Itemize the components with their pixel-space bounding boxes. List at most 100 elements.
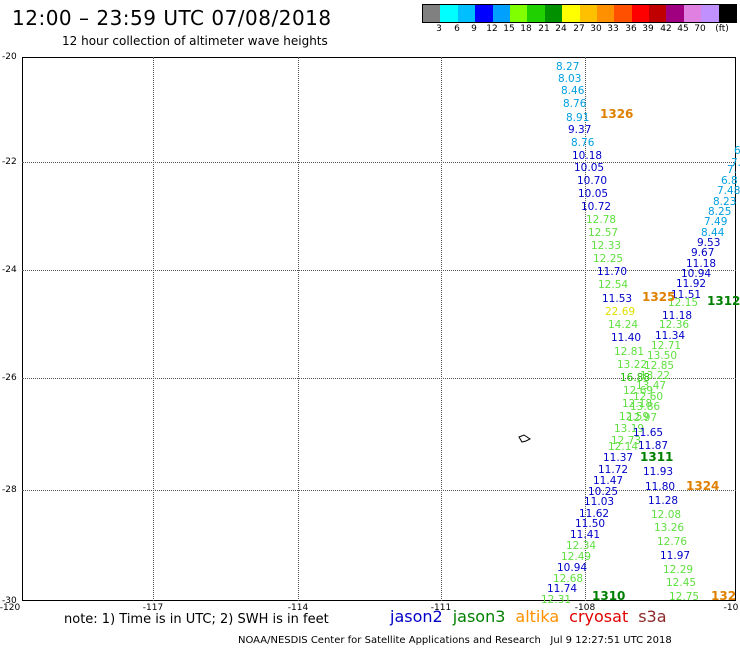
colorbar-label: 70 (694, 24, 706, 34)
wave-height-value: 12.29 (663, 564, 694, 576)
wave-height-value: 12.59 (619, 411, 650, 423)
wave-height-value: 11.37 (603, 452, 634, 464)
wave-height-value: 8.23 (713, 196, 737, 208)
wave-height-value: 12.76 (657, 536, 688, 548)
colorbar-swatch (457, 5, 476, 22)
wave-height-value: 8.03 (558, 73, 582, 85)
wave-height-value: 8.27 (556, 61, 580, 73)
latitude-label: -22 (2, 157, 17, 167)
wave-height-value: 14.24 (608, 319, 639, 331)
colorbar-label: 12 (486, 24, 498, 34)
wave-height-value: 8.25 (708, 206, 732, 218)
wave-height-value: 12.34 (566, 540, 597, 552)
colorbar-swatch (614, 5, 632, 22)
wave-height-value: 8.46 (561, 85, 585, 97)
colorbar-swatch (562, 5, 580, 22)
wave-height-value: 11.62 (579, 508, 610, 520)
longitude-label: -117 (142, 603, 164, 613)
page-title: 12:00 – 23:59 UTC 07/08/2018 (12, 6, 332, 30)
wave-height-value: 11.28 (648, 495, 679, 507)
latitude-label: -20 (2, 52, 17, 62)
longitude-label: -10 (723, 603, 739, 613)
page-subtitle: 12 hour collection of altimeter wave hei… (62, 34, 328, 48)
wave-height-value: 12.69 (623, 385, 654, 397)
wave-height-value: 16.88 (620, 372, 651, 384)
colorbar-swatch (527, 5, 545, 22)
wave-height-value: 7.48 (717, 185, 740, 197)
wave-height-value: 13.22 (617, 359, 648, 371)
colorbar-swatch (509, 5, 528, 22)
wave-height-value: 12.57 (588, 227, 619, 239)
legend-altika: altika (515, 607, 560, 626)
wave-height-value: 11.50 (575, 518, 606, 530)
wave-height-value: 11.70 (597, 266, 628, 278)
wave-height-value: 12.45 (666, 577, 697, 589)
wave-height-value: 11.40 (611, 332, 642, 344)
wave-height-value: 12.75 (669, 591, 700, 603)
colorbar-swatch (683, 5, 702, 22)
wave-height-value: 12.25 (593, 253, 624, 265)
wave-height-value: 10.72 (581, 201, 612, 213)
colorbar-label: 15 (503, 24, 515, 34)
wave-height-value: 13.26 (654, 522, 685, 534)
credit-text: NOAA/NESDIS Center for Satellite Applica… (238, 635, 541, 646)
wave-height-value: 11.92 (676, 278, 707, 290)
wave-height-value: 12.81 (614, 346, 645, 358)
wave-height-value: 11.18 (686, 258, 717, 270)
wave-height-value: 12.36 (659, 319, 690, 331)
gridline-longitude (153, 57, 154, 601)
colorbar-swatch (666, 5, 684, 22)
colorbar-label: 30 (590, 24, 602, 34)
gridline-latitude (22, 378, 736, 379)
gridline-latitude (22, 162, 736, 163)
longitude-label: -120 (0, 603, 21, 613)
gridline-longitude (585, 57, 586, 601)
footer-note: note: 1) Time is in UTC; 2) SWH is in fe… (64, 612, 329, 627)
colorbar-label: 6 (454, 24, 460, 34)
colorbar-swatch (475, 5, 493, 22)
pass-time-marker: 1311 (640, 450, 674, 464)
colorbar-labels: 3 6 9 12 15 18 21 24 27 30 33 36 39 42 45 70 (ft) (422, 24, 740, 34)
colorbar-swatch (649, 5, 667, 22)
latitude-label: -28 (2, 485, 17, 495)
wave-height-value: 11.93 (643, 466, 674, 478)
wave-height-value: 12.54 (598, 279, 629, 291)
pass-time-marker: 132 (711, 589, 737, 603)
colorbar-label: 3 (436, 24, 442, 34)
wave-height-value: 11.80 (645, 481, 676, 493)
wave-height-value: 13.19 (614, 423, 645, 435)
wave-height-value: 13.86 (630, 401, 661, 413)
wave-height-value: 12.14 (608, 441, 639, 453)
wave-height-value: 6 (734, 145, 740, 157)
legend-cryosat: cryosat (569, 607, 629, 626)
colorbar-swatch (440, 5, 458, 22)
wave-height-value: 12.78 (586, 214, 617, 226)
wave-height-value: 12.60 (633, 391, 664, 403)
wave-height-value: 11.72 (598, 464, 629, 476)
colorbar-swatch (492, 5, 510, 22)
wave-height-value: 11.51 (671, 289, 702, 301)
longitude-label: -108 (574, 603, 596, 613)
wave-height-value: 13.22 (640, 370, 671, 382)
wave-height-value: 11.41 (570, 529, 601, 541)
colorbar-label: 45 (677, 24, 689, 34)
latitude-label: -30 (2, 596, 17, 606)
wave-height-value: 11.97 (660, 550, 691, 562)
wave-height-value: 10.94 (557, 562, 588, 574)
wave-height-value: 13.50 (647, 350, 678, 362)
wave-height-value: 8.76 (571, 137, 595, 149)
colorbar-label: 18 (520, 24, 532, 34)
wave-height-value: 8.91 (566, 112, 590, 124)
wave-height-value: 12.18 (622, 398, 653, 410)
wave-height-value: 8.76 (563, 98, 587, 110)
wave-height-value: 12.49 (561, 551, 592, 563)
colorbar-label: 21 (538, 24, 550, 34)
colorbar-swatch (423, 5, 441, 22)
wave-height-value: 12.71 (651, 340, 682, 352)
colorbar-label: 39 (642, 24, 654, 34)
wave-height-value: 12.08 (651, 509, 682, 521)
colorbar-swatch (701, 5, 719, 22)
gridline-latitude (22, 270, 736, 271)
colorbar-label: (ft) (715, 24, 729, 34)
wave-height-value: 11.47 (593, 475, 624, 487)
